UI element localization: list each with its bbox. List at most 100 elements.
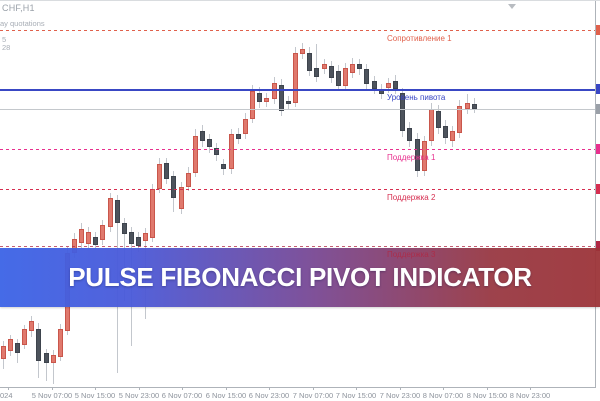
axis-tick <box>226 387 227 390</box>
candle-body <box>322 64 327 69</box>
candle-body <box>8 339 13 351</box>
candle-body <box>179 187 184 209</box>
axis-tick <box>530 387 531 390</box>
level-label-pivot: Уровень пивота <box>387 93 446 102</box>
axis-label: 6 Nov 15:00 <box>205 391 247 400</box>
candle-wick <box>46 349 47 381</box>
candle-body <box>51 355 56 363</box>
candle-body <box>407 128 412 141</box>
candle-body <box>221 164 226 169</box>
candle-body <box>336 71 341 86</box>
candle-body <box>22 329 27 345</box>
candle-body <box>293 53 298 103</box>
candle-body <box>164 163 169 179</box>
axis-tick <box>269 387 270 390</box>
candle-body <box>186 173 191 187</box>
level-label-support-2: Поддержка 2 <box>387 193 436 202</box>
candle-body <box>386 83 391 88</box>
level-label-support-3: Поддержка 3 <box>387 250 436 259</box>
level-line-support-1 <box>0 149 595 150</box>
candle-body <box>243 119 248 134</box>
candle-body <box>400 93 405 131</box>
candle-body <box>29 321 34 331</box>
candle-body <box>229 134 234 169</box>
axis-label: 7 Nov 07:00 <box>292 391 334 400</box>
candle-body <box>115 200 120 223</box>
axis-tick <box>139 387 140 390</box>
candle-body <box>108 198 113 227</box>
axis-label: 8 Nov 07:00 <box>422 391 464 400</box>
axis-label: 6 Nov 23:00 <box>248 391 290 400</box>
candle-body <box>472 104 477 109</box>
candle-body <box>79 229 84 243</box>
candle-body <box>272 83 277 99</box>
candle-body <box>58 329 63 357</box>
candle-body <box>357 64 362 69</box>
candle-body <box>1 346 6 359</box>
candle-body <box>457 106 462 133</box>
price-tag-support-3 <box>596 241 600 251</box>
axis-label: 6 Nov 07:00 <box>161 391 203 400</box>
axis-tick <box>52 387 53 390</box>
candle-body <box>443 126 448 138</box>
candle-body <box>450 131 455 141</box>
candle-body <box>429 109 434 141</box>
levels-layer: Сопротивление 1 Уровень пивота Поддержка 1… <box>0 1 595 387</box>
level-line-support-3 <box>0 246 595 247</box>
candle-body <box>93 237 98 245</box>
axis-label: 8 Nov 15:00 <box>466 391 508 400</box>
axis-label: 5 Nov 23:00 <box>118 391 160 400</box>
price-tag-support-2 <box>596 184 600 194</box>
candle-body <box>236 134 241 139</box>
candle-body <box>422 141 427 171</box>
candle-body <box>44 353 49 363</box>
candle-wick <box>316 44 317 82</box>
plot-area[interactable]: Сопротивление 1 Уровень пивота Поддержка 1… <box>0 1 596 388</box>
chart-shift-marker-icon[interactable] <box>508 4 516 9</box>
candle-body <box>279 85 284 111</box>
candle-wick <box>53 350 54 384</box>
candle-body <box>364 69 369 84</box>
candle-body <box>129 232 134 244</box>
level-line-pivot <box>0 89 595 91</box>
candle-body <box>436 111 441 128</box>
price-tag-bid-price <box>596 104 600 114</box>
candle-body <box>143 233 148 241</box>
candle-body <box>122 223 127 234</box>
axis-tick <box>443 387 444 390</box>
candles-layer <box>0 1 595 387</box>
level-line-bid-price <box>0 109 595 110</box>
price-tag-pivot <box>596 84 600 94</box>
axis-tick <box>356 387 357 390</box>
candle-body <box>343 68 348 86</box>
candle-body <box>200 131 205 141</box>
candle-body <box>257 93 262 102</box>
candle-body <box>307 53 312 71</box>
axis-label: 8 Nov 23:00 <box>509 391 551 400</box>
candle-body <box>214 148 219 155</box>
candle-body <box>350 64 355 73</box>
level-line-support-2 <box>0 189 595 190</box>
level-line-resistance-1 <box>0 30 595 31</box>
price-tag-support-1 <box>596 144 600 154</box>
axis-label: 7 Nov 23:00 <box>379 391 421 400</box>
candle-body <box>264 98 269 102</box>
candle-body <box>329 66 334 78</box>
candle-body <box>157 164 162 189</box>
candle-body <box>465 103 470 109</box>
axis-label: 7 Nov 15:00 <box>335 391 377 400</box>
time-scale[interactable]: 024 5 Nov 07:00 5 Nov 15:00 5 Nov 23:00 6 No… <box>0 387 600 401</box>
candle-body <box>300 49 305 54</box>
promo-banner: PULSE FIBONACCI PIVOT INDICATOR <box>0 248 600 307</box>
price-scale[interactable] <box>596 1 600 387</box>
candle-body <box>15 343 20 353</box>
candle-body <box>286 101 291 104</box>
axis-label: 5 Nov 07:00 <box>31 391 73 400</box>
candle-body <box>193 136 198 173</box>
axis-tick <box>400 387 401 390</box>
candle-body <box>250 91 255 119</box>
candle-body <box>372 81 377 89</box>
candle-body <box>36 329 41 361</box>
level-label-resistance-1: Сопротивление 1 <box>387 34 452 43</box>
axis-tick <box>487 387 488 390</box>
